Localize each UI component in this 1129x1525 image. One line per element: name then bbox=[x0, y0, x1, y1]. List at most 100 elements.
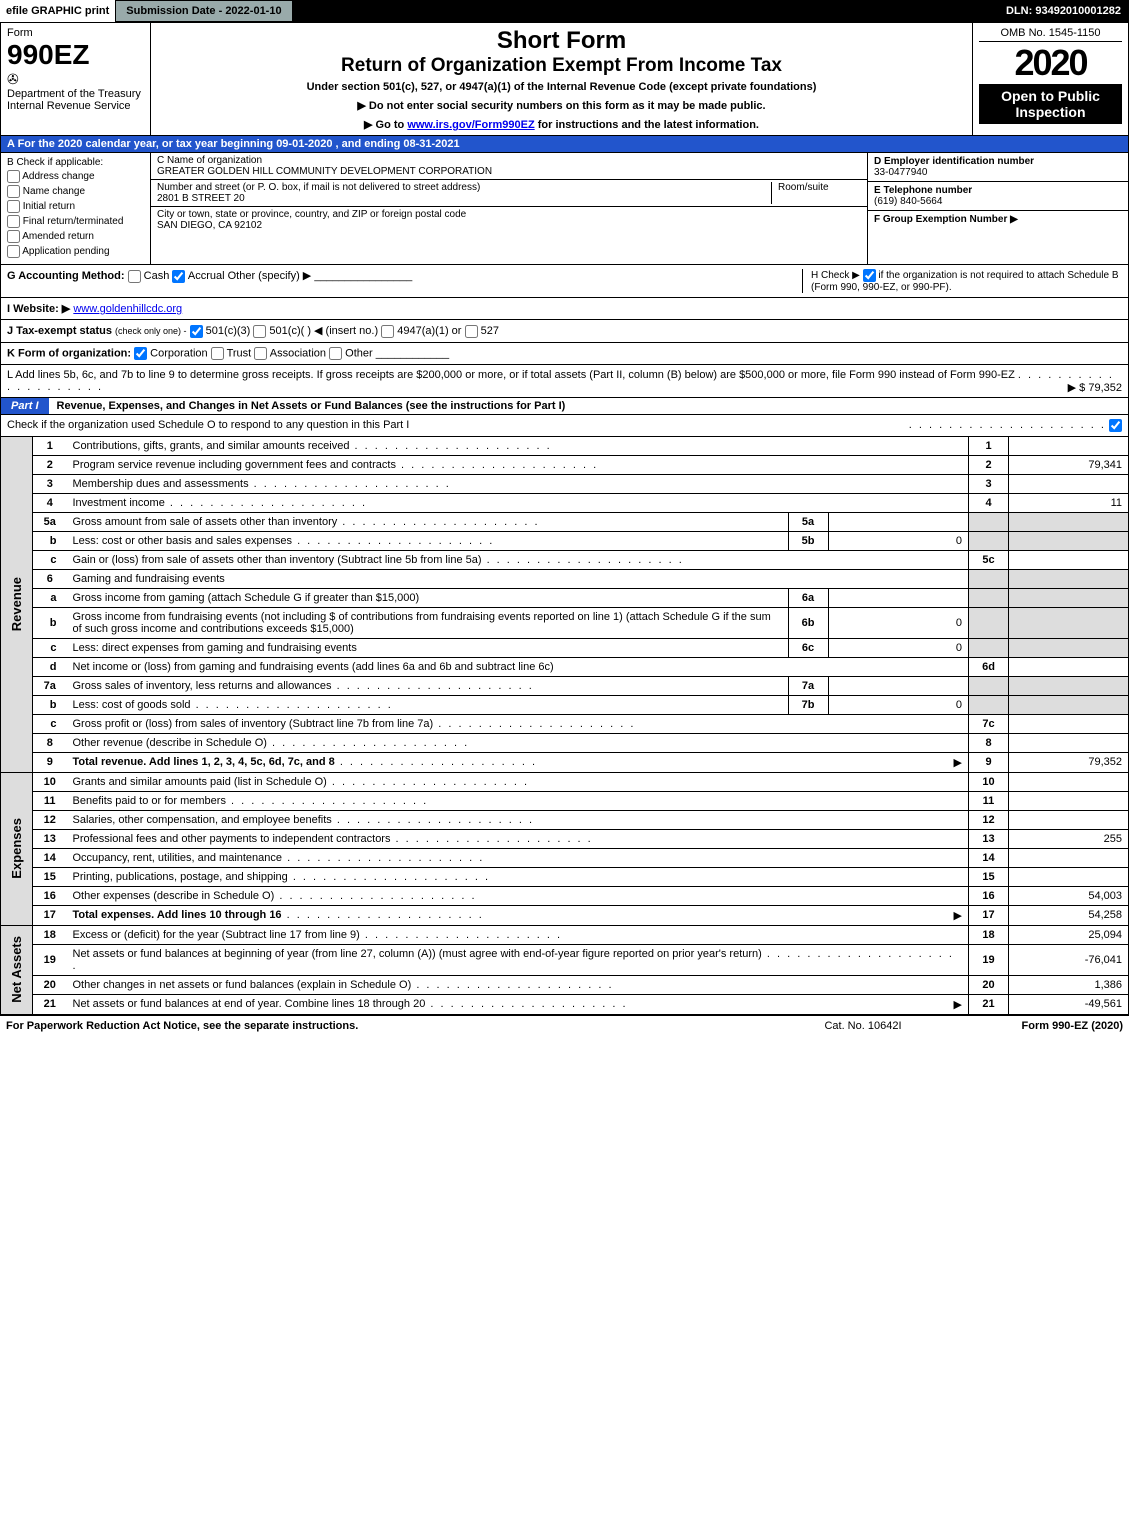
c-street-label: Number and street (or P. O. box, if mail… bbox=[157, 182, 771, 193]
chk-501c[interactable] bbox=[253, 325, 266, 338]
dln: DLN: 93492010001282 bbox=[998, 0, 1129, 22]
form-header: Form 990EZ ✇ Department of the Treasury … bbox=[0, 22, 1129, 136]
j-sub: (check only one) - bbox=[115, 326, 187, 336]
row-13: 13Professional fees and other payments t… bbox=[1, 829, 1129, 848]
revenue-side-label: Revenue bbox=[1, 437, 33, 773]
chk-accrual[interactable] bbox=[172, 270, 185, 283]
c-street: 2801 B STREET 20 bbox=[157, 193, 771, 204]
row-7a: 7aGross sales of inventory, less returns… bbox=[1, 676, 1129, 695]
section-def: D Employer identification number 33-0477… bbox=[868, 153, 1128, 264]
row-6d: dNet income or (loss) from gaming and fu… bbox=[1, 657, 1129, 676]
k-label: K Form of organization: bbox=[7, 347, 131, 359]
row-3: 3Membership dues and assessments3 bbox=[1, 474, 1129, 493]
h-text1: H Check ▶ bbox=[811, 270, 863, 281]
part1-table: Revenue 1Contributions, gifts, grants, a… bbox=[0, 437, 1129, 1015]
website-link[interactable]: www.goldenhillcdc.org bbox=[73, 303, 182, 315]
j-label: J Tax-exempt status bbox=[7, 325, 112, 337]
netassets-side-label: Net Assets bbox=[1, 925, 33, 1014]
chk-527[interactable] bbox=[465, 325, 478, 338]
row-11: 11Benefits paid to or for members11 bbox=[1, 791, 1129, 810]
section-gh: G Accounting Method: Cash Accrual Other … bbox=[0, 265, 1129, 298]
row-6c: cLess: direct expenses from gaming and f… bbox=[1, 638, 1129, 657]
form-word: Form bbox=[7, 27, 144, 39]
goto-line: ▶ Go to www.irs.gov/Form990EZ for instru… bbox=[157, 118, 966, 131]
efile-print[interactable]: efile GRAPHIC print bbox=[0, 0, 115, 22]
d-ein-label: D Employer identification number bbox=[874, 156, 1034, 167]
irs-link[interactable]: www.irs.gov/Form990EZ bbox=[407, 119, 534, 131]
footer: For Paperwork Reduction Act Notice, see … bbox=[0, 1015, 1129, 1036]
chk-schedule-b[interactable] bbox=[863, 269, 876, 282]
chk-cash[interactable] bbox=[128, 270, 141, 283]
chk-other-org[interactable] bbox=[329, 347, 342, 360]
chk-association[interactable] bbox=[254, 347, 267, 360]
section-j: J Tax-exempt status (check only one) - 5… bbox=[0, 320, 1129, 343]
row-5c: cGain or (loss) from sale of assets othe… bbox=[1, 550, 1129, 569]
row-16: 16Other expenses (describe in Schedule O… bbox=[1, 886, 1129, 905]
part1-check-text: Check if the organization used Schedule … bbox=[7, 419, 409, 431]
section-k: K Form of organization: Corporation Trus… bbox=[0, 343, 1129, 365]
e-tel-label: E Telephone number bbox=[874, 185, 972, 196]
part1-title: Revenue, Expenses, and Changes in Net As… bbox=[49, 398, 574, 414]
row-7b: bLess: cost of goods sold7b0 bbox=[1, 695, 1129, 714]
expenses-side-label: Expenses bbox=[1, 772, 33, 925]
chk-trust[interactable] bbox=[211, 347, 224, 360]
row-19: 19Net assets or fund balances at beginni… bbox=[1, 944, 1129, 975]
chk-initial-return[interactable]: Initial return bbox=[7, 200, 144, 213]
part1-bar: Part I Revenue, Expenses, and Changes in… bbox=[0, 398, 1129, 415]
right-header-cell: OMB No. 1545-1150 2020 Open to Public In… bbox=[973, 23, 1128, 135]
row-14: 14Occupancy, rent, utilities, and mainte… bbox=[1, 848, 1129, 867]
bcdef-row: B Check if applicable: Address change Na… bbox=[0, 153, 1129, 265]
c-room-label: Room/suite bbox=[771, 182, 861, 204]
chk-corporation[interactable] bbox=[134, 347, 147, 360]
chk-name-change[interactable]: Name change bbox=[7, 185, 144, 198]
chk-final-return[interactable]: Final return/terminated bbox=[7, 215, 144, 228]
row-12: 12Salaries, other compensation, and empl… bbox=[1, 810, 1129, 829]
calendar-year-row: A For the 2020 calendar year, or tax yea… bbox=[0, 136, 1129, 153]
return-title: Return of Organization Exempt From Incom… bbox=[157, 55, 966, 77]
g-label: G Accounting Method: bbox=[7, 270, 125, 282]
e-tel: (619) 840-5664 bbox=[874, 196, 942, 207]
row-6a: aGross income from gaming (attach Schedu… bbox=[1, 588, 1129, 607]
row-2: 2Program service revenue including gover… bbox=[1, 455, 1129, 474]
goto-pre: ▶ Go to bbox=[364, 119, 407, 131]
row-5a: 5aGross amount from sale of assets other… bbox=[1, 512, 1129, 531]
row-21: 21Net assets or fund balances at end of … bbox=[1, 994, 1129, 1014]
top-bar: efile GRAPHIC print Submission Date - 20… bbox=[0, 0, 1129, 22]
chk-501c3[interactable] bbox=[190, 325, 203, 338]
footer-right: Form 990-EZ (2020) bbox=[1022, 1020, 1123, 1032]
row-18: Net Assets 18Excess or (deficit) for the… bbox=[1, 925, 1129, 944]
row-15: 15Printing, publications, postage, and s… bbox=[1, 867, 1129, 886]
omb-number: OMB No. 1545-1150 bbox=[979, 27, 1122, 42]
goto-post: for instructions and the latest informat… bbox=[535, 119, 759, 131]
section-l: L Add lines 5b, 6c, and 7b to line 9 to … bbox=[0, 365, 1129, 398]
f-group-label: F Group Exemption Number ▶ bbox=[874, 214, 1018, 225]
chk-address-change[interactable]: Address change bbox=[7, 170, 144, 183]
form-number: 990EZ bbox=[7, 39, 144, 71]
section-i: I Website: ▶ www.goldenhillcdc.org bbox=[0, 298, 1129, 320]
i-label: I Website: ▶ bbox=[7, 303, 70, 315]
row-9: 9Total revenue. Add lines 1, 2, 3, 4, 5c… bbox=[1, 752, 1129, 772]
section-b: B Check if applicable: Address change Na… bbox=[1, 153, 151, 264]
chk-application-pending[interactable]: Application pending bbox=[7, 245, 144, 258]
b-label: B Check if applicable: bbox=[7, 157, 144, 168]
row-17: 17Total expenses. Add lines 10 through 1… bbox=[1, 905, 1129, 925]
row-1: Revenue 1Contributions, gifts, grants, a… bbox=[1, 437, 1129, 456]
chk-schedule-o[interactable] bbox=[1109, 419, 1122, 432]
submission-date: Submission Date - 2022-01-10 bbox=[115, 0, 292, 22]
dept-treasury: Department of the Treasury bbox=[7, 88, 144, 100]
section-h: H Check ▶ if the organization is not req… bbox=[802, 269, 1122, 293]
section-c: C Name of organization GREATER GOLDEN HI… bbox=[151, 153, 868, 264]
c-name-label: C Name of organization bbox=[157, 155, 861, 166]
footer-mid: Cat. No. 10642I bbox=[824, 1020, 901, 1032]
chk-amended-return[interactable]: Amended return bbox=[7, 230, 144, 243]
row-5b: bLess: cost or other basis and sales exp… bbox=[1, 531, 1129, 550]
c-city-label: City or town, state or province, country… bbox=[157, 209, 861, 220]
part1-check-o: Check if the organization used Schedule … bbox=[0, 415, 1129, 437]
g-other: Other (specify) ▶ bbox=[228, 270, 312, 282]
short-form: Short Form bbox=[157, 27, 966, 55]
d-ein: 33-0477940 bbox=[874, 167, 927, 178]
treasury-seal-icon: ✇ bbox=[7, 71, 144, 88]
footer-left: For Paperwork Reduction Act Notice, see … bbox=[6, 1020, 824, 1032]
chk-4947[interactable] bbox=[381, 325, 394, 338]
ssn-warning: ▶ Do not enter social security numbers o… bbox=[157, 99, 966, 112]
